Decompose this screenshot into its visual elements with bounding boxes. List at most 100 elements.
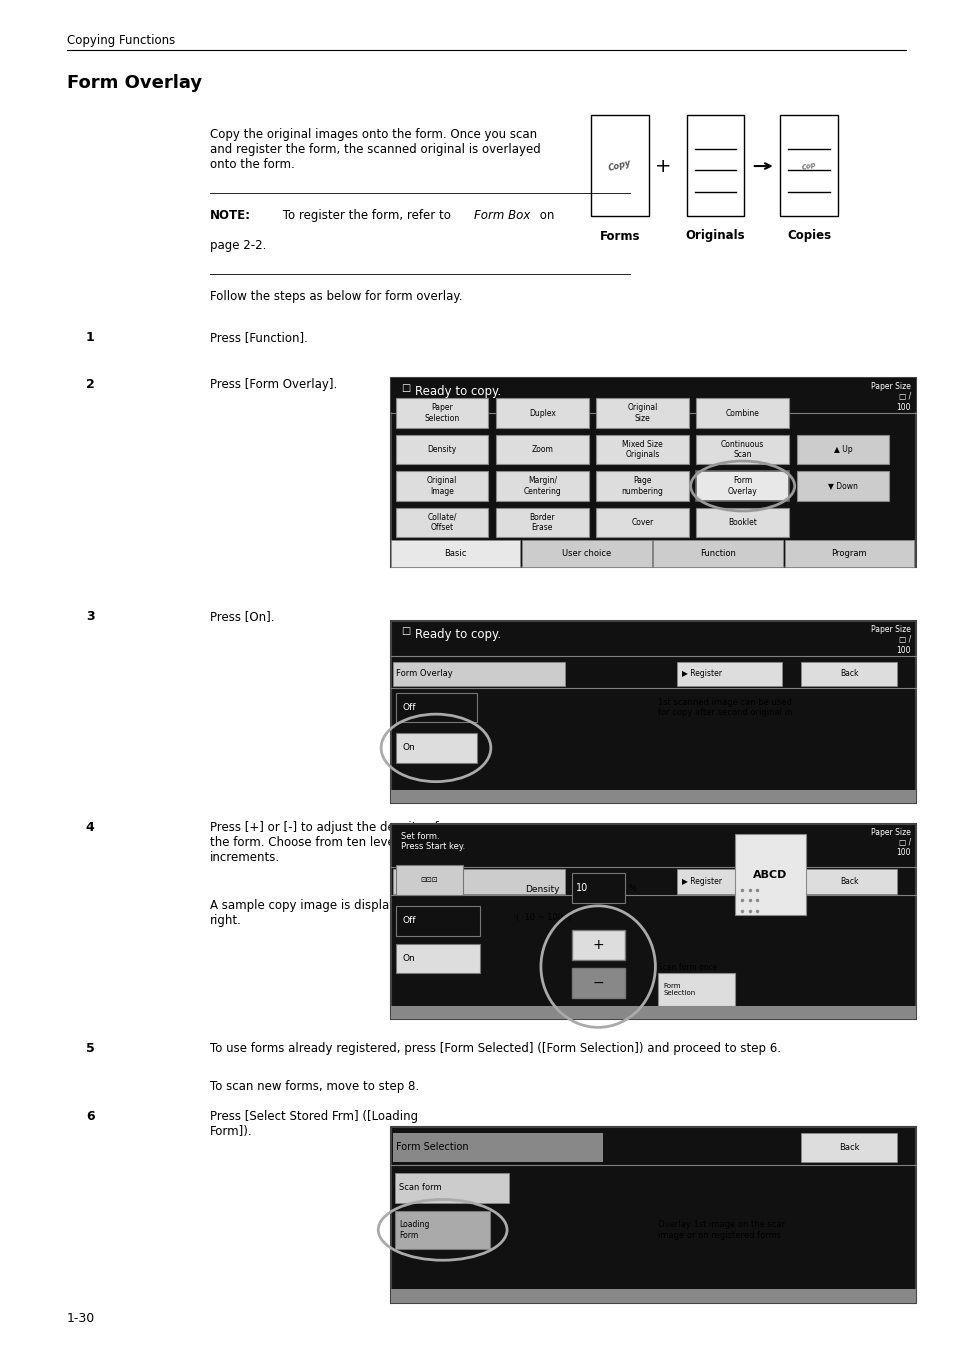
Text: Form Overlay: Form Overlay [67,74,202,92]
Text: Cop: Cop [801,161,816,171]
Text: Press [On].: Press [On]. [210,610,274,624]
Text: Form Selection: Form Selection [395,1142,468,1153]
Text: Page
numbering: Page numbering [621,477,662,495]
FancyBboxPatch shape [391,1289,915,1303]
Text: Booklet: Booklet [727,518,757,526]
Text: Paper Size
□ /
100: Paper Size □ / 100 [870,625,910,655]
Text: Forms: Forms [599,230,639,243]
Text: Originals: Originals [685,230,744,243]
FancyBboxPatch shape [393,662,564,686]
FancyBboxPatch shape [677,869,781,894]
Text: Density: Density [427,446,456,454]
FancyBboxPatch shape [696,398,788,428]
Text: Press [Function].: Press [Function]. [210,331,308,344]
Text: Basic: Basic [444,549,466,558]
FancyBboxPatch shape [696,508,788,537]
FancyBboxPatch shape [591,115,648,216]
Text: 4: 4 [86,821,94,834]
Text: Back: Back [839,670,858,678]
Text: Paper Size
□ /
100: Paper Size □ / 100 [870,382,910,412]
Text: Off: Off [402,703,416,711]
Text: 6: 6 [86,1110,94,1123]
FancyBboxPatch shape [395,1211,490,1249]
Text: On: On [402,954,415,963]
FancyBboxPatch shape [572,873,624,903]
Text: ▶ Register: ▶ Register [681,670,721,678]
FancyBboxPatch shape [783,540,913,567]
FancyBboxPatch shape [780,115,837,216]
FancyBboxPatch shape [395,906,479,936]
FancyBboxPatch shape [796,435,888,464]
Text: Form Box: Form Box [474,209,530,223]
Text: Program: Program [831,549,866,558]
FancyBboxPatch shape [393,1133,602,1162]
FancyBboxPatch shape [796,471,888,501]
FancyBboxPatch shape [391,378,915,412]
Text: Loading
Form: Loading Form [398,1220,429,1239]
Text: NOTE:: NOTE: [210,209,251,223]
Text: Form Overlay: Form Overlay [395,878,452,886]
Text: −: − [592,976,603,990]
Text: A sample copy image is displayed to the
right.: A sample copy image is displayed to the … [210,899,449,927]
Text: ABCD: ABCD [752,869,786,880]
Text: 3: 3 [86,610,94,624]
FancyBboxPatch shape [658,973,734,1006]
FancyBboxPatch shape [496,508,588,537]
FancyBboxPatch shape [395,865,462,895]
FancyBboxPatch shape [391,790,915,803]
Text: Mixed Size
Originals: Mixed Size Originals [621,440,662,459]
FancyBboxPatch shape [596,435,688,464]
Text: on: on [536,209,554,223]
Text: Form
Overlay: Form Overlay [727,477,757,495]
Text: Press [Select Stored Frm] ([Loading
Form]).: Press [Select Stored Frm] ([Loading Form… [210,1110,417,1138]
FancyBboxPatch shape [391,824,915,1019]
Text: (  10 ~ 100  ): ( 10 ~ 100 ) [516,913,571,922]
Text: 10: 10 [576,883,588,894]
Text: +: + [654,157,671,176]
FancyBboxPatch shape [596,398,688,428]
FancyBboxPatch shape [653,540,781,567]
Text: Press [Form Overlay].: Press [Form Overlay]. [210,378,336,392]
FancyBboxPatch shape [496,398,588,428]
FancyBboxPatch shape [596,508,688,537]
Text: ⊡⊡⊡: ⊡⊡⊡ [420,878,437,883]
FancyBboxPatch shape [393,869,564,894]
Text: ▶ Register: ▶ Register [681,878,721,886]
Text: Set form.
Press Start key.: Set form. Press Start key. [400,832,464,850]
FancyBboxPatch shape [496,471,588,501]
Text: Back: Back [839,878,858,886]
Text: Function: Function [700,549,736,558]
Text: 1: 1 [86,331,94,344]
Text: Combine: Combine [725,409,759,417]
FancyBboxPatch shape [734,834,805,915]
Text: 1-30: 1-30 [67,1312,95,1326]
FancyBboxPatch shape [395,693,476,722]
FancyBboxPatch shape [696,471,788,501]
FancyBboxPatch shape [522,540,651,567]
FancyBboxPatch shape [395,508,488,537]
FancyBboxPatch shape [395,398,488,428]
FancyBboxPatch shape [801,869,896,894]
Text: Off: Off [402,917,416,925]
FancyBboxPatch shape [686,115,743,216]
FancyBboxPatch shape [391,540,520,567]
Text: Form
Selection: Form Selection [662,983,695,996]
Text: □: □ [400,383,410,393]
FancyBboxPatch shape [801,662,896,686]
FancyBboxPatch shape [395,435,488,464]
FancyBboxPatch shape [391,1006,915,1019]
Text: Collate/
Offset: Collate/ Offset [427,513,456,532]
Text: ▼ Down: ▼ Down [827,482,857,490]
Text: Cover: Cover [631,518,653,526]
Text: Ready to copy.: Ready to copy. [415,628,500,641]
Text: Press [+] or [-] to adjust the density of
the form. Choose from ten levels in 10: Press [+] or [-] to adjust the density o… [210,821,452,864]
Text: Border
Erase: Border Erase [529,513,555,532]
FancyBboxPatch shape [801,1133,896,1162]
Text: Density: Density [524,886,558,894]
Text: Scan form: Scan form [398,1184,441,1192]
FancyBboxPatch shape [572,930,624,960]
Text: Original
Size: Original Size [627,404,657,423]
Text: ▲ Up: ▲ Up [833,446,851,454]
Text: Scan form once: Scan form once [658,964,717,972]
Text: Back: Back [838,1143,859,1152]
